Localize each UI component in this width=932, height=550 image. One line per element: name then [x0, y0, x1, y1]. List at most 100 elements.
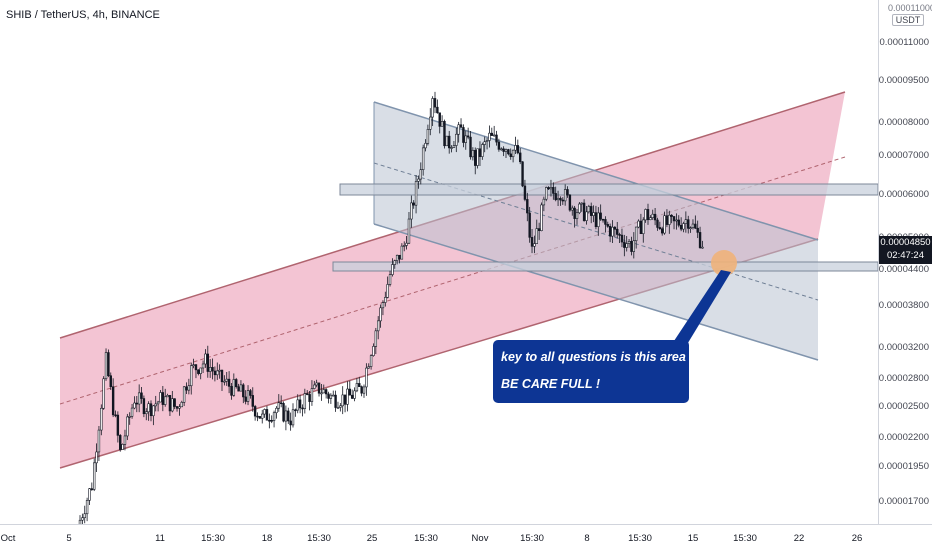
candle	[239, 380, 243, 392]
time-tick-label: 15:30	[520, 533, 544, 544]
candle	[540, 202, 543, 232]
candle	[258, 416, 262, 419]
price-tick-label: 0.00009500	[879, 75, 929, 86]
candle	[372, 343, 375, 357]
candle	[604, 216, 607, 233]
candle	[201, 360, 205, 374]
candle	[483, 136, 486, 153]
key-area-highlight[interactable]	[711, 250, 737, 276]
candle	[523, 179, 527, 202]
candle	[649, 215, 652, 221]
descending-channel-lower-line[interactable]	[373, 223, 819, 361]
candle	[561, 197, 565, 205]
candle	[355, 377, 359, 393]
candle	[578, 202, 581, 215]
candle	[514, 136, 517, 154]
candle	[310, 380, 314, 406]
candle	[324, 388, 328, 399]
candle	[502, 146, 505, 157]
candle	[287, 407, 290, 424]
time-tick-label: 26	[852, 533, 863, 544]
candle	[634, 226, 638, 249]
candle	[469, 130, 472, 160]
candle	[642, 217, 645, 243]
candle	[447, 130, 451, 154]
candle	[246, 385, 250, 406]
candle	[687, 215, 690, 234]
support-zone[interactable]	[332, 261, 879, 272]
price-tick-label: 0.00001700	[879, 496, 929, 507]
candle	[677, 215, 680, 228]
candle	[637, 219, 640, 229]
time-tick-label: 15:30	[307, 533, 331, 544]
annotation-line-1: key to all questions is this area	[501, 350, 686, 364]
candle	[135, 395, 138, 413]
candle	[133, 396, 136, 410]
candle	[376, 316, 380, 340]
candle	[360, 385, 363, 397]
candle	[192, 358, 195, 369]
candle	[403, 241, 406, 252]
candle	[223, 375, 226, 386]
candle	[173, 398, 176, 410]
resistance-zone[interactable]	[339, 183, 879, 196]
time-tick-label: 18	[262, 533, 273, 544]
candle	[507, 148, 510, 156]
candle	[440, 115, 444, 127]
candle	[346, 381, 349, 412]
candle	[208, 359, 212, 378]
candle	[623, 234, 626, 257]
candle	[407, 212, 411, 244]
candle	[381, 300, 385, 316]
candle	[620, 228, 624, 248]
candle	[419, 162, 422, 185]
candle	[313, 380, 316, 390]
candle	[689, 226, 692, 233]
annotation-line-2: BE CARE FULL !	[501, 377, 601, 391]
candle	[93, 458, 96, 492]
time-tick-label: 22	[794, 533, 805, 544]
candle	[253, 404, 257, 421]
price-tick-label: 0.00004400	[879, 264, 929, 275]
candle	[443, 119, 446, 149]
candle	[618, 232, 621, 244]
candle	[320, 383, 323, 401]
candle	[343, 394, 347, 413]
candle	[220, 369, 224, 391]
price-tick-label: 0.00001950	[879, 461, 929, 472]
time-tick-label: 8	[584, 533, 589, 544]
price-axis-unit[interactable]: 0.00011000 USDT	[888, 3, 932, 26]
candle	[303, 388, 307, 414]
candle	[478, 141, 482, 166]
candle	[156, 400, 160, 412]
candle	[261, 409, 264, 424]
candle	[272, 410, 276, 428]
current-price-badge: 0.00004850 02:47:24	[879, 236, 932, 264]
drawings-layer	[59, 91, 879, 469]
candle	[511, 149, 515, 163]
annotation-note[interactable]: key to all questions is this area BE CAR…	[493, 340, 689, 403]
candle	[552, 182, 555, 200]
callout-pointer	[668, 270, 731, 356]
candle	[178, 404, 181, 416]
candle	[384, 291, 387, 307]
candle	[147, 401, 150, 421]
candle	[533, 235, 536, 254]
candle	[535, 219, 538, 244]
candle	[670, 214, 673, 224]
candle	[639, 213, 643, 235]
candle	[459, 118, 463, 128]
time-tick-label: 11	[155, 533, 165, 544]
candle	[166, 393, 169, 398]
candle	[329, 393, 333, 404]
candle	[668, 210, 671, 234]
descending-channel-upper-line[interactable]	[373, 101, 819, 241]
candle	[365, 363, 368, 396]
candle	[279, 395, 283, 408]
candle	[547, 186, 550, 190]
candle	[317, 382, 321, 397]
time-axis[interactable]: Oct 5 11 15:30 18 15:30 25 15:30 Nov 15:30 8 15:30 1…	[0, 524, 932, 550]
candle	[294, 408, 297, 417]
candle	[573, 205, 576, 228]
